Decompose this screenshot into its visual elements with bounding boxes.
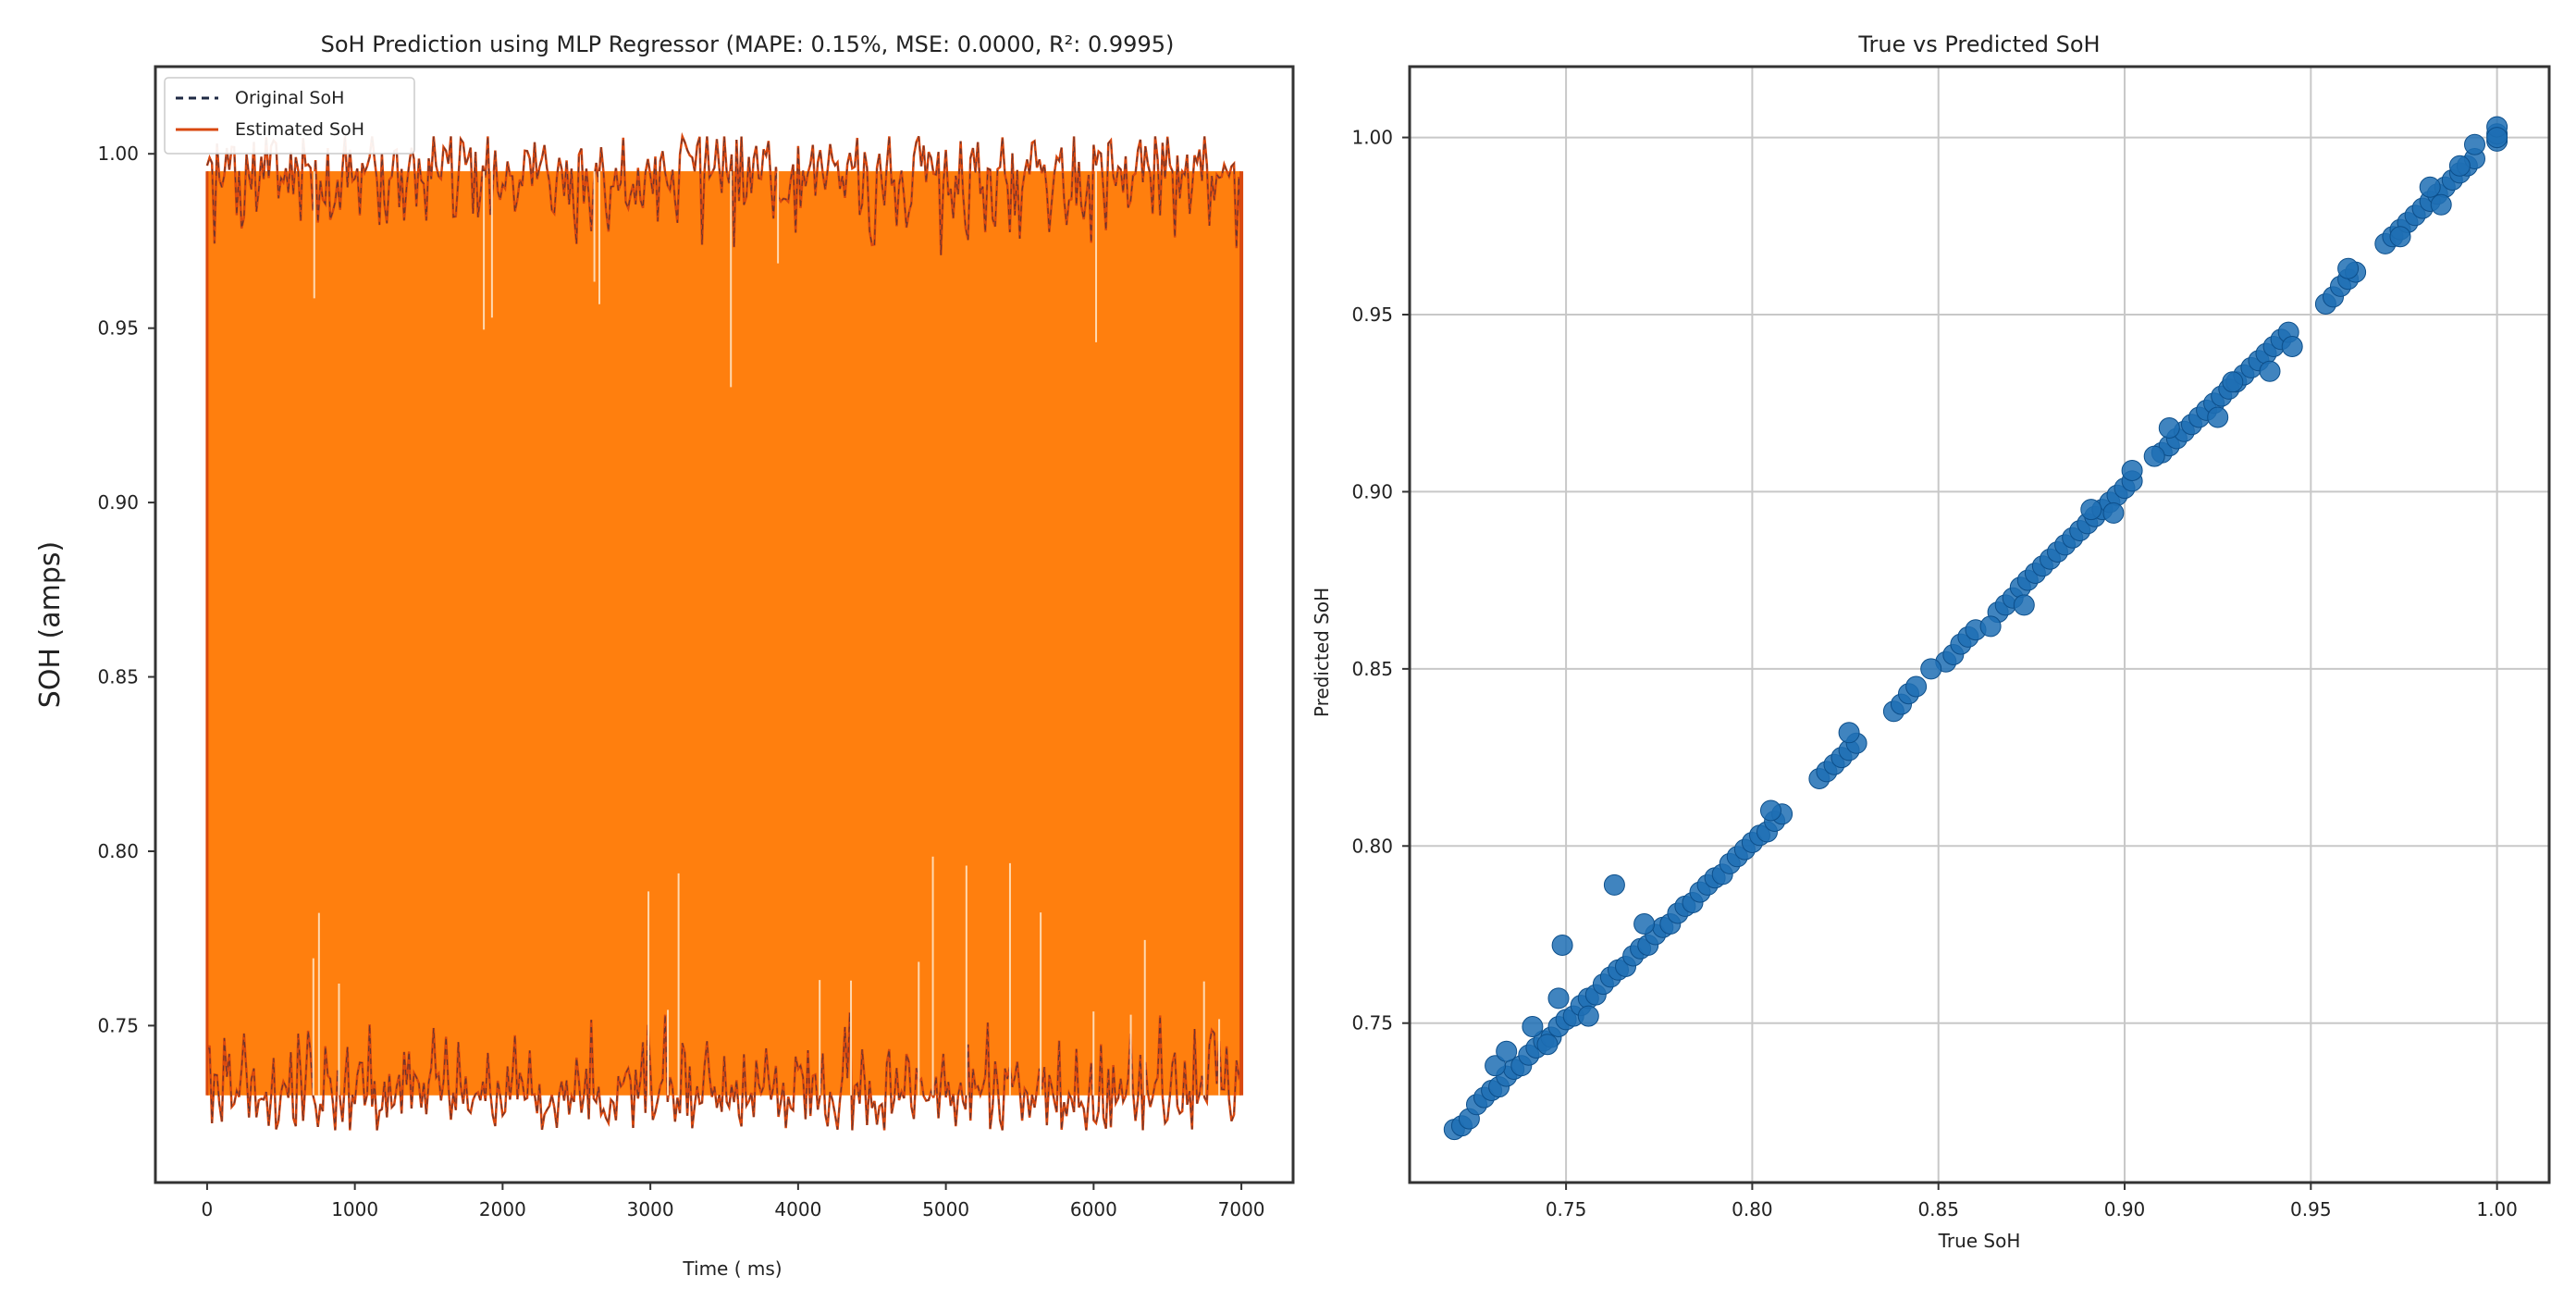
right-y-ticks: 0.75 0.80 0.85 0.90 0.95 1.00 (1351, 127, 1410, 1034)
right-x-tick-label: 0.90 (2104, 1198, 2146, 1220)
scatter-point (2448, 155, 2471, 177)
scatter-point (1536, 1034, 1559, 1056)
scatter-point (2143, 445, 2165, 467)
legend-label-original: Original SoH (235, 88, 344, 108)
scatter-point (1838, 722, 1860, 744)
original-soh-upper-edge (206, 134, 1242, 255)
scatter-point (1979, 615, 2002, 638)
scatter-point (2207, 406, 2229, 428)
right-chart-title: True vs Predicted SoH (1857, 31, 2100, 57)
right-x-tick-label: 0.85 (1917, 1198, 1959, 1220)
left-x-tick-label: 2000 (479, 1198, 526, 1220)
right-y-tick-label: 0.75 (1351, 1012, 1393, 1034)
right-x-ticks: 0.75 0.80 0.85 0.90 0.95 1.00 (1546, 1183, 2518, 1220)
left-x-tick-label: 0 (202, 1198, 214, 1220)
left-x-tick-label: 1000 (331, 1198, 378, 1220)
original-soh-lower-edge (206, 1012, 1242, 1131)
scatter-point (2259, 360, 2281, 382)
scatter-point (1547, 987, 1570, 1010)
left-plot-area (205, 131, 1244, 1131)
right-y-axis-label: Predicted SoH (1311, 588, 1333, 717)
scatter-point (2158, 417, 2180, 439)
left-chart-title: SoH Prediction using MLP Regressor (MAPE… (321, 31, 1175, 57)
estimated-soh-band (206, 171, 1242, 1096)
scatter-point (2464, 133, 2485, 155)
left-y-tick-label: 0.95 (97, 317, 139, 340)
scatter-point (2430, 193, 2452, 216)
left-x-axis-label: Time ( ms) (682, 1257, 782, 1280)
legend-box (164, 77, 415, 155)
scatter-point (2486, 127, 2508, 149)
scatter-point (1485, 1055, 1507, 1077)
left-x-tick-label: 3000 (627, 1198, 674, 1220)
left-legend: Original SoH Estimated SoH (164, 77, 415, 155)
scatter-point (1496, 1040, 1518, 1062)
scatter-point (2080, 499, 2102, 521)
right-x-tick-label: 0.75 (1546, 1198, 1587, 1220)
left-y-ticks: 0.75 0.80 0.85 0.90 0.95 1.00 (97, 142, 155, 1036)
scatter-point (2389, 226, 2411, 248)
left-x-ticks: 0 1000 2000 3000 4000 5000 6000 7000 (202, 1183, 1265, 1220)
left-chart: SoH Prediction using MLP Regressor (MAPE… (34, 31, 1295, 1280)
scatter-point (2102, 502, 2125, 524)
scatter-point (1905, 675, 1928, 698)
scatter-point (2281, 336, 2303, 357)
left-x-tick-label: 6000 (1070, 1198, 1117, 1220)
left-y-tick-label: 0.85 (97, 666, 139, 688)
scatter-point (1551, 935, 1573, 956)
scatter-point (2013, 594, 2035, 616)
right-y-tick-label: 0.80 (1351, 835, 1393, 857)
right-x-tick-label: 1.00 (2476, 1198, 2518, 1220)
right-x-tick-label: 0.80 (1732, 1198, 1773, 1220)
right-y-tick-label: 0.90 (1351, 480, 1393, 502)
scatter-point (2121, 460, 2143, 481)
legend-label-estimated: Estimated SoH (235, 119, 364, 140)
left-y-tick-label: 0.90 (97, 491, 139, 514)
scatter-point (2419, 176, 2441, 198)
left-y-tick-label: 0.80 (97, 840, 139, 862)
scatter-point (1577, 1005, 1599, 1027)
scatter-point (1603, 873, 1625, 896)
scatter-point (1633, 913, 1656, 935)
right-y-tick-label: 1.00 (1351, 127, 1393, 149)
right-plot-frame (1408, 65, 2551, 1184)
left-x-tick-label: 5000 (922, 1198, 969, 1220)
left-y-tick-label: 1.00 (97, 142, 139, 165)
scatter-point (2222, 371, 2244, 393)
left-y-tick-label: 0.75 (97, 1014, 139, 1036)
scatter-point (1522, 1016, 1544, 1037)
right-x-tick-label: 0.95 (2290, 1198, 2332, 1220)
scatter-point (2337, 257, 2360, 279)
left-x-tick-label: 7000 (1218, 1198, 1265, 1220)
right-y-tick-label: 0.85 (1351, 658, 1393, 680)
scatter-point (1920, 658, 1942, 680)
scatter-point (1760, 799, 1781, 822)
right-y-tick-label: 0.95 (1351, 303, 1393, 326)
right-scatter-points (1443, 116, 2508, 1141)
right-x-axis-label: True SoH (1938, 1230, 2021, 1252)
right-chart: True vs Predicted SoH 0.75 0.80 0.85 0.90 0.… (1311, 31, 2551, 1252)
left-x-tick-label: 4000 (774, 1198, 821, 1220)
left-plot-frame (154, 65, 1295, 1184)
left-y-axis-label: SOH (amps) (34, 541, 67, 708)
